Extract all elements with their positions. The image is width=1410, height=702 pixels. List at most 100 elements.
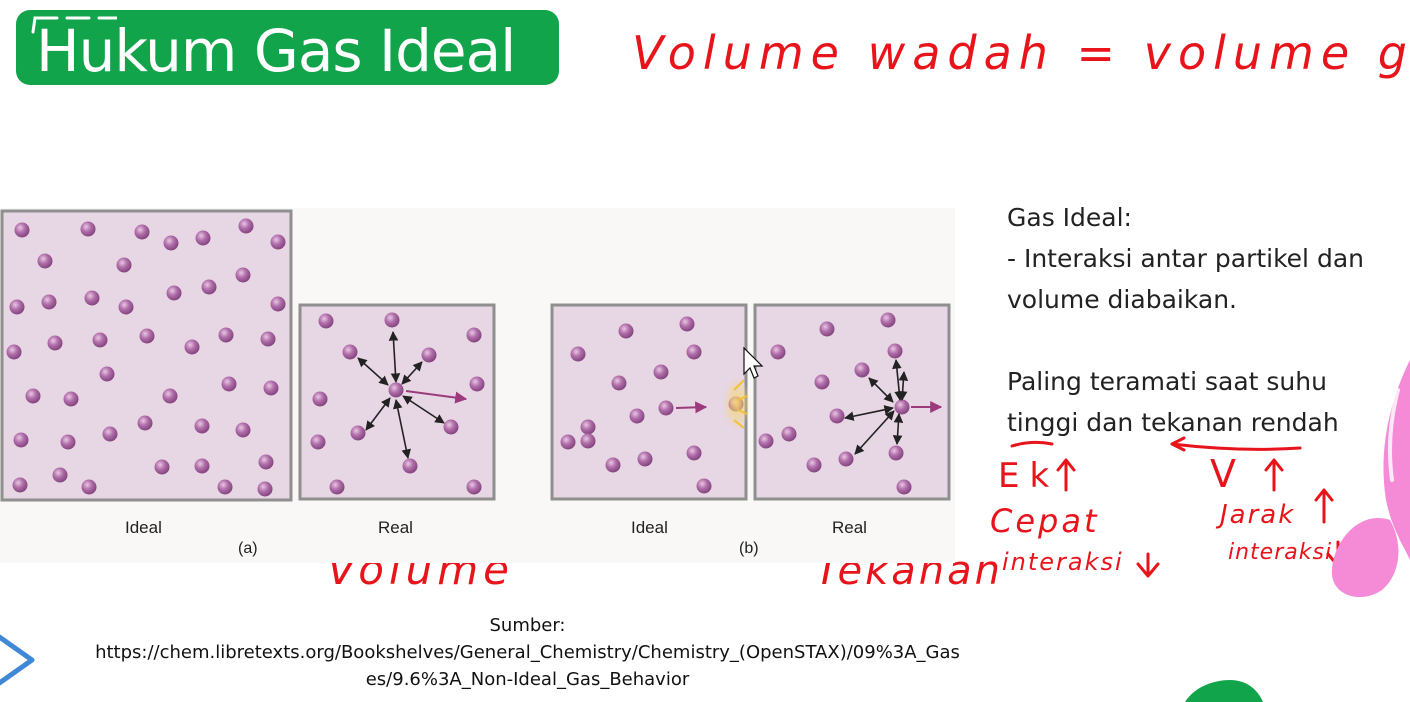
gas-particle	[270, 234, 286, 250]
green-blob-decoration	[1185, 680, 1263, 702]
interaction-arrow	[388, 331, 401, 383]
left-chevron-decoration	[0, 634, 35, 686]
gas-particle	[570, 346, 586, 362]
gas-particle	[263, 380, 279, 396]
gas-particle	[758, 433, 774, 449]
handwritten-jarak-note: Jarak	[1220, 500, 1296, 530]
gas-particle	[92, 332, 108, 348]
gas-particle	[99, 366, 115, 382]
wall-collision-lines	[733, 379, 748, 429]
gas-particle	[235, 267, 251, 283]
motion-arrow	[675, 401, 708, 414]
interaction-arrow	[365, 397, 391, 431]
gas-particle	[469, 376, 485, 392]
gas-particle	[443, 419, 459, 435]
gas-particle	[814, 374, 830, 390]
gas-particle	[637, 451, 653, 467]
gas-particle	[629, 408, 645, 424]
gas-particle	[618, 323, 634, 339]
gas-particle	[260, 331, 276, 347]
source-label: Sumber:	[489, 615, 566, 636]
mouse-cursor-icon	[743, 346, 764, 379]
gas-particle	[235, 422, 251, 438]
motion-arrow	[405, 390, 468, 404]
gas-particle	[466, 327, 482, 343]
gas-particle	[6, 344, 22, 360]
slide-title: Hukum Gas Ideal	[36, 17, 516, 85]
gas-particle	[887, 343, 903, 359]
gas-particle	[421, 347, 437, 363]
gas-particle	[653, 364, 669, 380]
panel-tag-a: (a)	[238, 540, 258, 557]
handwritten-v-note: V	[1210, 452, 1236, 496]
gas-particle	[154, 459, 170, 475]
gas-particle	[139, 328, 155, 344]
gas-particle	[195, 230, 211, 246]
gas-particle	[118, 299, 134, 315]
gas-particle	[270, 296, 286, 312]
gas-particle	[238, 218, 254, 234]
gas-particle	[60, 434, 76, 450]
handwritten-ek-note: Ek	[998, 456, 1060, 496]
gas-particle	[318, 313, 334, 329]
gas-particle	[194, 418, 210, 434]
gas-particle	[611, 375, 627, 391]
gas-particle	[402, 458, 418, 474]
interaction-arrow	[892, 413, 904, 445]
source-url-line2[interactable]: es/9.6%3A_Non-Ideal_Gas_Behavior	[365, 669, 690, 690]
gas-particle	[686, 344, 702, 360]
source-url-line1[interactable]: https://chem.libretexts.org/Bookshelves/…	[95, 642, 960, 663]
gas-particle	[829, 408, 845, 424]
label-ideal-a: Ideal	[125, 518, 162, 537]
gas-particle	[201, 279, 217, 295]
gas-particle	[838, 451, 854, 467]
notes-heading: Gas Ideal:	[1007, 203, 1132, 232]
label-real-b: Real	[832, 518, 867, 537]
handwritten-cepat-note: Cepat	[990, 502, 1100, 540]
gas-particle	[184, 339, 200, 355]
gas-particle	[854, 362, 870, 378]
gas-particle	[258, 454, 274, 470]
gas-particle	[580, 419, 596, 435]
gas-particle	[342, 344, 358, 360]
wall-collision-glow	[723, 378, 751, 430]
interaction-arrow	[357, 357, 389, 386]
label-real-a: Real	[378, 518, 413, 537]
gas-particle	[13, 432, 29, 448]
gas-particle	[52, 467, 68, 483]
handwritten-interaksi-left-note: interaksi	[1002, 548, 1124, 576]
gas-particle	[9, 299, 25, 315]
interaction-arrow	[402, 395, 445, 424]
gas-particle	[329, 479, 345, 495]
gas-particle	[221, 376, 237, 392]
title-ink-mark	[31, 16, 117, 34]
gas-particle	[163, 235, 179, 251]
gas-particle	[25, 388, 41, 404]
interaction-arrow	[897, 371, 909, 401]
gas-particle	[194, 458, 210, 474]
gas-particle	[770, 344, 786, 360]
gas-particle	[696, 478, 712, 494]
gas-particle	[880, 312, 896, 328]
handwritten-interaksi-right-note: interaksi	[1228, 540, 1333, 565]
gas-particle	[312, 391, 328, 407]
gas-particle	[137, 415, 153, 431]
gas-particle	[63, 391, 79, 407]
real-box-b	[753, 303, 951, 501]
gas-particle	[686, 445, 702, 461]
gas-particle	[781, 426, 797, 442]
notes-point1-line1: - Interaksi antar partikel dan	[1007, 244, 1364, 273]
gas-particle	[888, 445, 904, 461]
gas-particle	[679, 316, 695, 332]
notes-point2-line1: Paling teramati saat suhu	[1007, 367, 1327, 396]
gas-particle	[658, 400, 674, 416]
particle-diagram	[0, 209, 951, 502]
gas-particle	[257, 481, 273, 497]
gas-particle	[384, 312, 400, 328]
gas-particle	[560, 434, 576, 450]
gas-particle	[37, 253, 53, 269]
label-ideal-b: Ideal	[631, 518, 668, 537]
gas-particle	[388, 382, 404, 398]
gas-particle	[217, 479, 233, 495]
notes-point2-line2: tinggi dan tekanan rendah	[1007, 408, 1339, 437]
